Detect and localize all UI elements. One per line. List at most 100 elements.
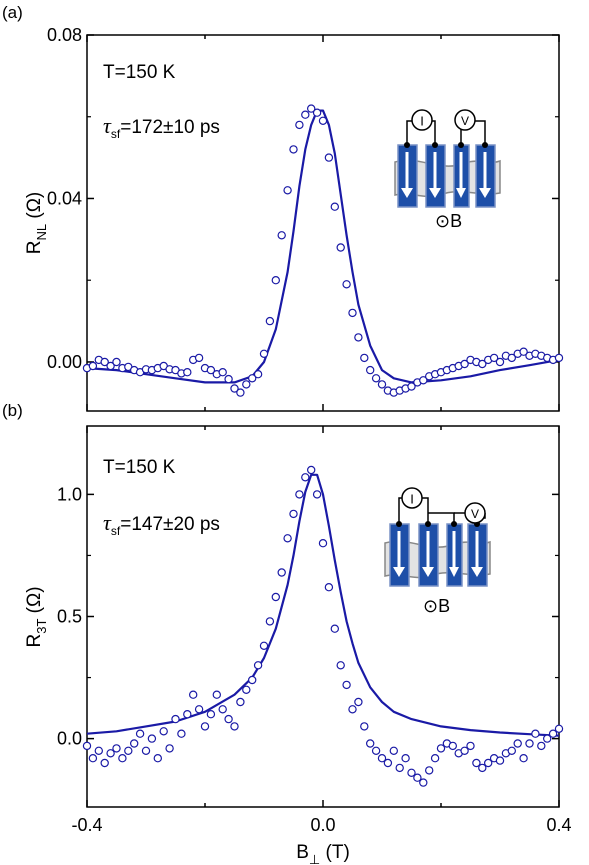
data-point	[183, 368, 192, 377]
fit-curve	[86, 473, 560, 737]
data-point	[265, 316, 275, 326]
panel-a-frame	[86, 34, 560, 412]
panel-b-fit-layer	[86, 473, 560, 737]
data-point	[312, 490, 322, 499]
tau-value: =172±10 ps	[120, 117, 220, 138]
data-point	[194, 353, 204, 363]
data-point	[401, 754, 410, 763]
data-point	[165, 744, 174, 753]
data-point	[224, 714, 233, 724]
data-point	[94, 746, 104, 756]
contact-dot-2	[425, 521, 431, 527]
data-point	[277, 568, 286, 577]
data-point	[430, 754, 440, 763]
data-point	[295, 490, 304, 499]
current-source-icon	[401, 487, 423, 509]
data-point	[419, 778, 428, 787]
panel-a-label: (a)	[2, 3, 23, 22]
y-tick-label: 0.04	[47, 188, 82, 208]
data-point	[236, 697, 245, 707]
data-point	[336, 661, 345, 670]
data-point	[513, 739, 522, 748]
data-point	[395, 763, 404, 773]
data-point	[348, 705, 357, 714]
data-point	[171, 714, 180, 724]
data-point	[318, 116, 328, 126]
panel-b-frame	[86, 425, 560, 808]
panel-b-x-label-unit: (T)	[320, 842, 350, 863]
data-point	[366, 365, 375, 375]
data-point	[230, 722, 239, 731]
panel-b-temperature: T=150 K	[103, 457, 176, 478]
data-point	[283, 186, 292, 195]
contact-dot-3	[458, 142, 464, 148]
data-point	[271, 276, 280, 285]
arrowhead-1-icon	[401, 188, 413, 198]
data-point	[324, 153, 334, 162]
data-point	[360, 353, 369, 363]
data-point	[413, 773, 422, 782]
data-point	[247, 374, 257, 383]
data-point	[495, 756, 505, 765]
data-point	[407, 382, 416, 391]
panel-b-data-points	[82, 465, 564, 787]
data-point	[265, 617, 275, 626]
panel-a-y-ticks: 0.00 0.04 0.08	[47, 25, 559, 372]
data-point	[507, 746, 516, 756]
panel-b-spin-lifetime: τsf=147±20 ps	[103, 510, 220, 538]
data-point	[295, 120, 304, 130]
wire-1	[406, 120, 412, 145]
panel-a-y-label-main: R	[24, 241, 45, 255]
panel-b-y-label-sub: 3T	[34, 619, 49, 634]
data-point	[519, 347, 528, 356]
tau-subscript: sf	[111, 127, 121, 141]
tau-symbol: τ	[103, 510, 112, 535]
contact-dots	[404, 142, 488, 148]
data-point	[124, 746, 133, 756]
panel-a-x-ticks	[86, 35, 560, 411]
panel-a-temperature: T=150 K	[103, 62, 176, 83]
contact-dot-1	[404, 142, 410, 148]
data-point	[100, 758, 109, 768]
data-point	[141, 746, 151, 756]
wire-3	[428, 512, 455, 524]
panel-b-x-label-sub: ⊥	[309, 852, 320, 865]
data-point	[218, 705, 227, 714]
data-point	[224, 374, 233, 384]
magnetization-arrows	[401, 152, 491, 198]
voltmeter-label: V	[471, 507, 479, 521]
data-point	[100, 357, 109, 367]
wire-1	[398, 497, 402, 524]
data-point	[342, 680, 351, 690]
panel-b-x-axis-label: B⊥ (T)	[296, 842, 350, 865]
data-point	[543, 734, 552, 743]
contact-dot-3	[451, 521, 457, 527]
data-point	[106, 749, 115, 758]
electrodes	[389, 523, 488, 587]
contact-dot-4	[482, 142, 488, 148]
data-point	[253, 661, 263, 670]
data-point	[448, 741, 457, 751]
data-point	[354, 333, 363, 342]
data-point	[312, 108, 322, 117]
data-point	[212, 690, 221, 699]
data-point	[307, 465, 316, 475]
data-point	[342, 280, 351, 289]
data-point	[531, 729, 540, 738]
data-point	[194, 705, 204, 714]
panel-a-y-label-unit: (Ω)	[24, 192, 45, 224]
data-point	[88, 361, 98, 371]
tau-value: =147±20 ps	[120, 514, 220, 535]
arrowhead-3-icon	[449, 567, 459, 577]
panel-b-inset-device: I V ⊙B	[384, 487, 491, 616]
data-point	[377, 380, 387, 389]
field-direction-label: ⊙B	[435, 211, 462, 231]
data-point	[153, 754, 162, 763]
data-point	[236, 388, 245, 397]
data-point	[348, 308, 357, 318]
current-source-icon	[411, 109, 433, 131]
panel-a: (a) 0.00 0.04 0.08 T=150 K τsf=172±10 ps R…	[2, 3, 564, 412]
data-point	[507, 353, 516, 363]
data-point	[112, 744, 121, 753]
data-point	[478, 763, 487, 773]
